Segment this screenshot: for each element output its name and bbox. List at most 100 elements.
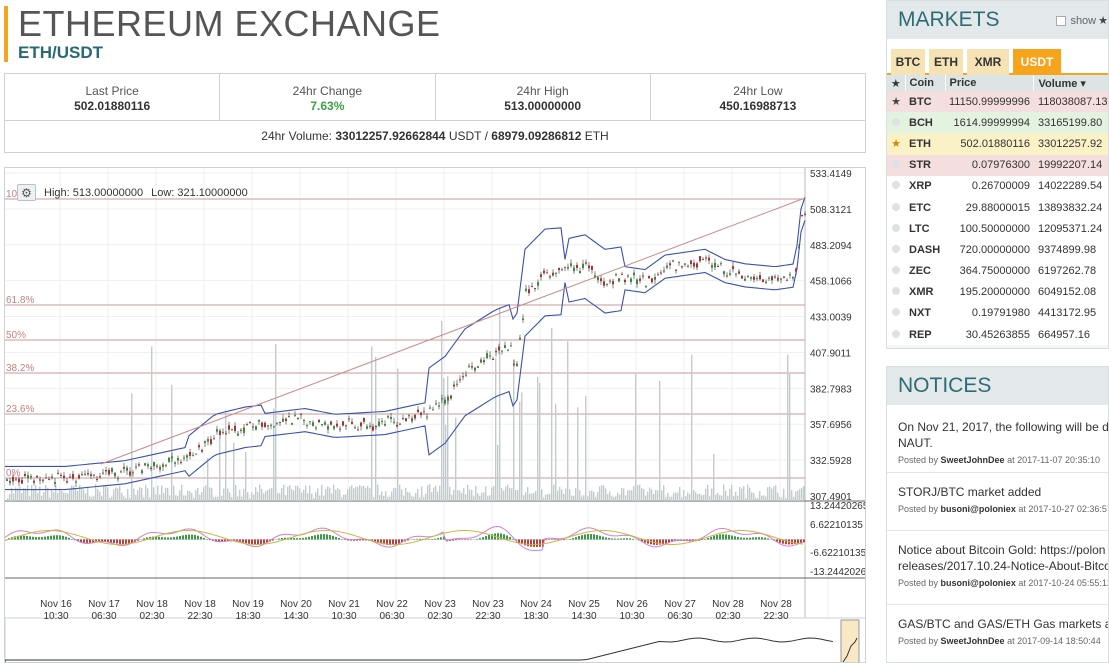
macd-bar [104,539,106,542]
star-empty-icon[interactable] [887,260,905,282]
tab-xmr[interactable]: XMR [967,49,1009,75]
show-favorites-toggle[interactable]: show ★ [1056,14,1108,27]
candle-body [663,270,665,272]
market-row[interactable]: BCH 1614.99999994 33165199.80 [887,112,1108,134]
col-volume[interactable]: Volume ▾ [1033,75,1108,91]
notice-text-cont[interactable]: NAUT. [898,436,933,450]
volume-bar [571,495,573,501]
candle-body [348,418,350,420]
macd-bar [188,534,190,540]
volume-bar [625,495,627,501]
star-empty-icon[interactable] [887,218,905,240]
volume-bar [547,494,549,501]
volume-bar [617,492,619,501]
volume-bar [65,492,67,501]
candle-body [492,358,494,361]
volume-bar [185,495,187,501]
candle-body [336,423,338,427]
notice-item[interactable]: GAS/BTC and GAS/ETH Gas markets ac Posted… [887,605,1108,662]
macd-bar [731,535,733,540]
star-empty-icon[interactable] [887,112,905,134]
chart-canvas[interactable]: 533.4149 508.3121 483.2094 458.1066 433.0039… [5,168,866,663]
star-empty-icon[interactable] [887,324,905,346]
market-row[interactable]: ★ BTC 11150.99999996 118038087.13 [887,91,1108,113]
star-column-icon[interactable]: ★ [887,75,906,91]
volume-bar [301,492,303,501]
candle-body [63,475,65,479]
star-empty-icon[interactable] [887,239,905,261]
candle-body [468,365,470,367]
market-row[interactable]: LTC 100.50000000 12095371.24 [887,218,1108,240]
candle-body [705,257,707,259]
market-row[interactable]: REP 30.45263855 664957.16 [887,324,1108,346]
notice-text[interactable]: Notice about Bitcoin Gold: https://polon [898,543,1106,557]
candle-body [567,267,569,269]
notice-text-cont[interactable]: releases/2017.10.24-Notice-About-Bitco [898,559,1108,573]
price-chart[interactable]: 533.4149 508.3121 483.2094 458.1066 433.0039… [4,167,866,663]
volume-bar [391,491,393,501]
star-empty-icon[interactable] [887,302,905,325]
market-row[interactable]: ZEC 364.75000000 6197262.78 [887,260,1108,282]
col-price[interactable]: Price [945,75,1035,91]
volume-bar [349,486,351,501]
star-empty-icon[interactable] [887,154,905,176]
notice-author: busoni@poloniex [940,578,1016,588]
volume-bar [59,488,61,501]
market-row[interactable]: STR 0.07976300 19992207.14 [887,154,1108,176]
market-row[interactable]: XRP 0.26700009 14022289.54 [887,175,1108,197]
volume-bar [687,492,689,501]
macd-bar [251,539,253,545]
notice-text[interactable]: STORJ/BTC market added [898,485,1042,499]
star-filled-icon[interactable]: ★ [887,133,905,155]
macd-bar [488,535,490,540]
macd-bar [701,539,703,541]
volume-bar [401,489,403,501]
star-empty-icon[interactable] [887,196,905,219]
macd-bar [89,539,91,543]
candle-body [633,272,635,276]
market-volume: 6197262.78 [1033,260,1108,282]
market-row[interactable]: NXT 0.19791980 4413172.95 [887,302,1108,325]
notice-text[interactable]: On Nov 21, 2017, the following will be d… [898,420,1108,434]
volume-bar [323,495,325,501]
macd-bar [629,538,631,540]
notice-item[interactable]: On Nov 21, 2017, the following will be d… [887,405,1108,473]
tab-btc[interactable]: BTC [891,49,925,75]
candle-body [708,257,710,261]
star-filled-icon[interactable]: ★ [887,91,905,113]
notice-item[interactable]: Notice about Bitcoin Gold: https://polon… [887,531,1108,605]
star-empty-icon[interactable] [887,175,905,197]
candle-body [231,429,233,431]
gear-icon[interactable]: ⚙ [17,184,36,201]
candle-body [246,424,248,426]
notice-text[interactable]: GAS/BTC and GAS/ETH Gas markets ac [898,617,1108,631]
tab-usdt[interactable]: USDT [1013,49,1061,75]
col-coin[interactable]: Coin [905,75,946,91]
market-row[interactable]: ★ ETH 502.01880116 33012257.92 [887,133,1108,155]
star-empty-icon[interactable] [887,281,905,303]
market-row[interactable]: XMR 195.20000000 6049152.08 [887,281,1108,303]
market-volume: 33165199.80 [1033,112,1108,134]
market-row[interactable]: ETC 29.88000015 13893832.24 [887,196,1108,219]
macd-bar [359,539,361,541]
volume-bar [13,493,15,501]
candle-body [750,277,752,279]
volume-bar [329,487,331,501]
tab-eth[interactable]: ETH [929,49,963,75]
volume-bar [719,495,721,501]
volume-bar [497,445,499,501]
volume-bar [205,485,207,501]
notice-item[interactable]: STORJ/BTC market added Posted by busoni@p… [887,473,1108,531]
market-row[interactable]: DASH 720.00000000 9374899.98 [887,239,1108,261]
volume-bar [551,328,553,501]
candle-body [258,419,260,422]
macd-bar [161,537,163,540]
checkbox-icon[interactable] [1056,15,1067,26]
macd-bar [65,536,67,540]
volume-bar [9,493,11,501]
macd-bar [59,535,61,540]
candle-body [363,418,365,422]
notice-author: SweetJohnDee [940,455,1005,465]
candle-body [42,479,44,482]
candle-body [477,366,479,368]
